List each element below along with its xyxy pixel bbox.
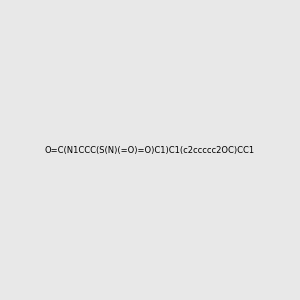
Text: O=C(N1CCC(S(N)(=O)=O)C1)C1(c2ccccc2OC)CC1: O=C(N1CCC(S(N)(=O)=O)C1)C1(c2ccccc2OC)CC…: [45, 146, 255, 154]
